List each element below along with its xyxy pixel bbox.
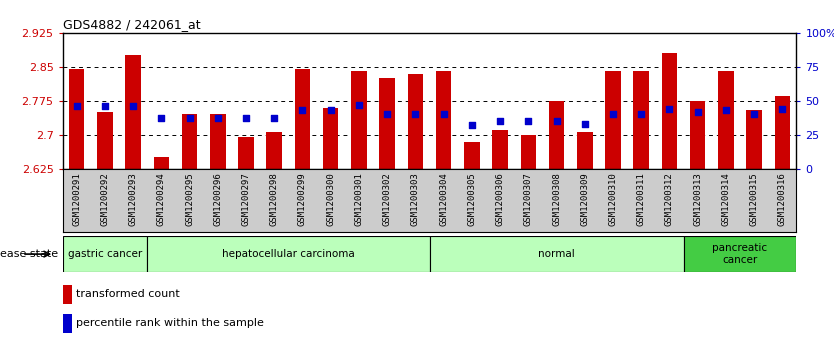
Text: GSM1200291: GSM1200291 (73, 172, 81, 226)
Point (747, 111, 761, 117)
Point (776, 106, 789, 112)
Bar (605, 71, 620, 169)
Text: pancreatic
cancer: pancreatic cancer (712, 243, 767, 265)
Text: GSM1200309: GSM1200309 (580, 172, 590, 226)
Bar (775, 96, 790, 169)
FancyBboxPatch shape (684, 236, 796, 272)
Text: GSM1200304: GSM1200304 (440, 172, 448, 226)
Text: percentile rank within the sample: percentile rank within the sample (76, 318, 264, 329)
Bar (492, 130, 508, 169)
Point (550, 118, 563, 124)
Point (268, 115, 281, 121)
Text: gastric cancer: gastric cancer (68, 249, 142, 259)
Point (183, 115, 196, 121)
Point (352, 102, 365, 108)
Text: GSM1200297: GSM1200297 (242, 172, 250, 226)
Point (663, 106, 676, 112)
Bar (718, 71, 734, 169)
Point (127, 103, 140, 109)
Point (98, 103, 112, 109)
Point (296, 107, 309, 113)
Point (465, 122, 479, 128)
Text: GSM1200316: GSM1200316 (778, 172, 786, 226)
Point (154, 115, 168, 121)
Bar (408, 73, 423, 169)
Text: GSM1200312: GSM1200312 (665, 172, 674, 226)
Bar (210, 114, 225, 169)
Point (521, 118, 535, 124)
Bar (634, 71, 649, 169)
Bar (182, 114, 198, 169)
Text: GSM1200292: GSM1200292 (100, 172, 109, 226)
Text: GSM1200310: GSM1200310 (609, 172, 617, 226)
Point (494, 118, 507, 124)
Point (324, 107, 338, 113)
Point (606, 111, 620, 117)
Point (409, 111, 422, 117)
Bar (549, 101, 565, 169)
Bar (520, 135, 536, 169)
Text: GSM1200295: GSM1200295 (185, 172, 194, 226)
Point (691, 109, 705, 115)
FancyBboxPatch shape (63, 236, 148, 272)
Text: GSM1200302: GSM1200302 (383, 172, 392, 226)
Point (70, 103, 83, 109)
Text: transformed count: transformed count (76, 289, 179, 299)
Bar (577, 132, 592, 169)
Bar (239, 137, 254, 169)
Text: GSM1200315: GSM1200315 (750, 172, 759, 226)
Text: GSM1200298: GSM1200298 (269, 172, 279, 226)
Point (719, 107, 732, 113)
Bar (436, 71, 451, 169)
Text: GSM1200303: GSM1200303 (411, 172, 420, 226)
Point (578, 121, 591, 127)
Bar (464, 142, 480, 169)
Bar (294, 69, 310, 169)
Bar (125, 55, 141, 169)
Bar (379, 78, 395, 169)
Text: GSM1200296: GSM1200296 (214, 172, 223, 226)
Text: GSM1200294: GSM1200294 (157, 172, 166, 226)
Text: normal: normal (538, 249, 575, 259)
Bar (97, 112, 113, 169)
Bar (351, 71, 367, 169)
Point (239, 115, 253, 121)
Text: GSM1200301: GSM1200301 (354, 172, 364, 226)
Bar (323, 107, 339, 169)
Text: hepatocellular carcinoma: hepatocellular carcinoma (222, 249, 354, 259)
Text: GSM1200307: GSM1200307 (524, 172, 533, 226)
Text: GSM1200308: GSM1200308 (552, 172, 561, 226)
Text: GSM1200300: GSM1200300 (326, 172, 335, 226)
Point (380, 111, 394, 117)
Bar (690, 101, 706, 169)
Text: GSM1200314: GSM1200314 (721, 172, 731, 226)
Bar (746, 110, 762, 169)
Bar (63, 314, 72, 333)
Point (635, 111, 648, 117)
Bar (63, 285, 72, 303)
Text: GDS4882 / 242061_at: GDS4882 / 242061_at (63, 19, 200, 32)
Bar (661, 53, 677, 169)
Text: GSM1200313: GSM1200313 (693, 172, 702, 226)
Text: GSM1200306: GSM1200306 (495, 172, 505, 226)
FancyBboxPatch shape (148, 236, 430, 272)
FancyBboxPatch shape (430, 236, 684, 272)
Text: GSM1200305: GSM1200305 (467, 172, 476, 226)
Text: disease state: disease state (0, 249, 58, 259)
Text: GSM1200293: GSM1200293 (128, 172, 138, 226)
Bar (267, 132, 282, 169)
Point (437, 111, 450, 117)
Point (211, 115, 224, 121)
Text: GSM1200299: GSM1200299 (298, 172, 307, 226)
Bar (153, 158, 169, 169)
Bar (69, 69, 84, 169)
Text: GSM1200311: GSM1200311 (636, 172, 646, 226)
